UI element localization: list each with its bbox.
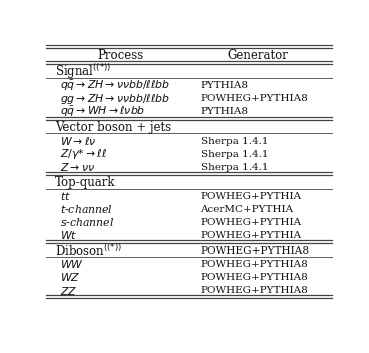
Text: $q\bar{q} \rightarrow WH \rightarrow \ell\nu bb$: $q\bar{q} \rightarrow WH \rightarrow \el… <box>61 105 146 119</box>
Text: POWHEG+PYTHIA8: POWHEG+PYTHIA8 <box>201 246 310 256</box>
Text: Sherpa 1.4.1: Sherpa 1.4.1 <box>201 163 268 172</box>
Text: $ZZ$: $ZZ$ <box>61 285 78 297</box>
Text: $W \rightarrow \ell\nu$: $W \rightarrow \ell\nu$ <box>61 135 97 147</box>
Text: Generator: Generator <box>227 49 288 62</box>
Text: Signal$^{((*))}$: Signal$^{((*))}$ <box>55 62 111 82</box>
Text: POWHEG+PYTHIA8: POWHEG+PYTHIA8 <box>201 94 308 103</box>
Text: POWHEG+PYTHIA: POWHEG+PYTHIA <box>201 192 302 201</box>
Text: PYTHIA8: PYTHIA8 <box>201 81 249 90</box>
Text: POWHEG+PYTHIA8: POWHEG+PYTHIA8 <box>201 260 308 269</box>
Text: PYTHIA8: PYTHIA8 <box>201 107 249 116</box>
Text: $q\bar{q} \rightarrow ZH \rightarrow \nu\nu bb/\ell\ell bb$: $q\bar{q} \rightarrow ZH \rightarrow \nu… <box>61 79 170 93</box>
Text: $Z/\gamma{*} \rightarrow \ell\ell$: $Z/\gamma{*} \rightarrow \ell\ell$ <box>61 147 107 161</box>
Text: POWHEG+PYTHIA8: POWHEG+PYTHIA8 <box>201 273 308 282</box>
Text: $WW$: $WW$ <box>61 258 84 270</box>
Text: $t$-channel: $t$-channel <box>61 203 113 215</box>
Text: Process: Process <box>97 49 144 62</box>
Text: $Z \rightarrow \nu\nu$: $Z \rightarrow \nu\nu$ <box>61 161 95 173</box>
Text: Top-quark: Top-quark <box>55 176 115 189</box>
Text: Sherpa 1.4.1: Sherpa 1.4.1 <box>201 137 268 145</box>
Text: $gg \rightarrow ZH \rightarrow \nu\nu bb/\ell\ell bb$: $gg \rightarrow ZH \rightarrow \nu\nu bb… <box>61 92 170 106</box>
Text: $Wt$: $Wt$ <box>61 229 78 241</box>
Text: POWHEG+PYTHIA: POWHEG+PYTHIA <box>201 231 302 240</box>
Text: Sherpa 1.4.1: Sherpa 1.4.1 <box>201 150 268 158</box>
Text: POWHEG+PYTHIA: POWHEG+PYTHIA <box>201 218 302 227</box>
Text: $t\bar{t}$: $t\bar{t}$ <box>61 189 71 203</box>
Text: Diboson$^{((*))}$: Diboson$^{((*))}$ <box>55 243 121 258</box>
Text: $s$-channel: $s$-channel <box>61 216 115 228</box>
Text: AcerMC+PYTHIA: AcerMC+PYTHIA <box>201 205 294 214</box>
Text: Vector boson + jets: Vector boson + jets <box>55 121 171 134</box>
Text: POWHEG+PYTHIA8: POWHEG+PYTHIA8 <box>201 286 308 295</box>
Text: $WZ$: $WZ$ <box>61 271 81 283</box>
